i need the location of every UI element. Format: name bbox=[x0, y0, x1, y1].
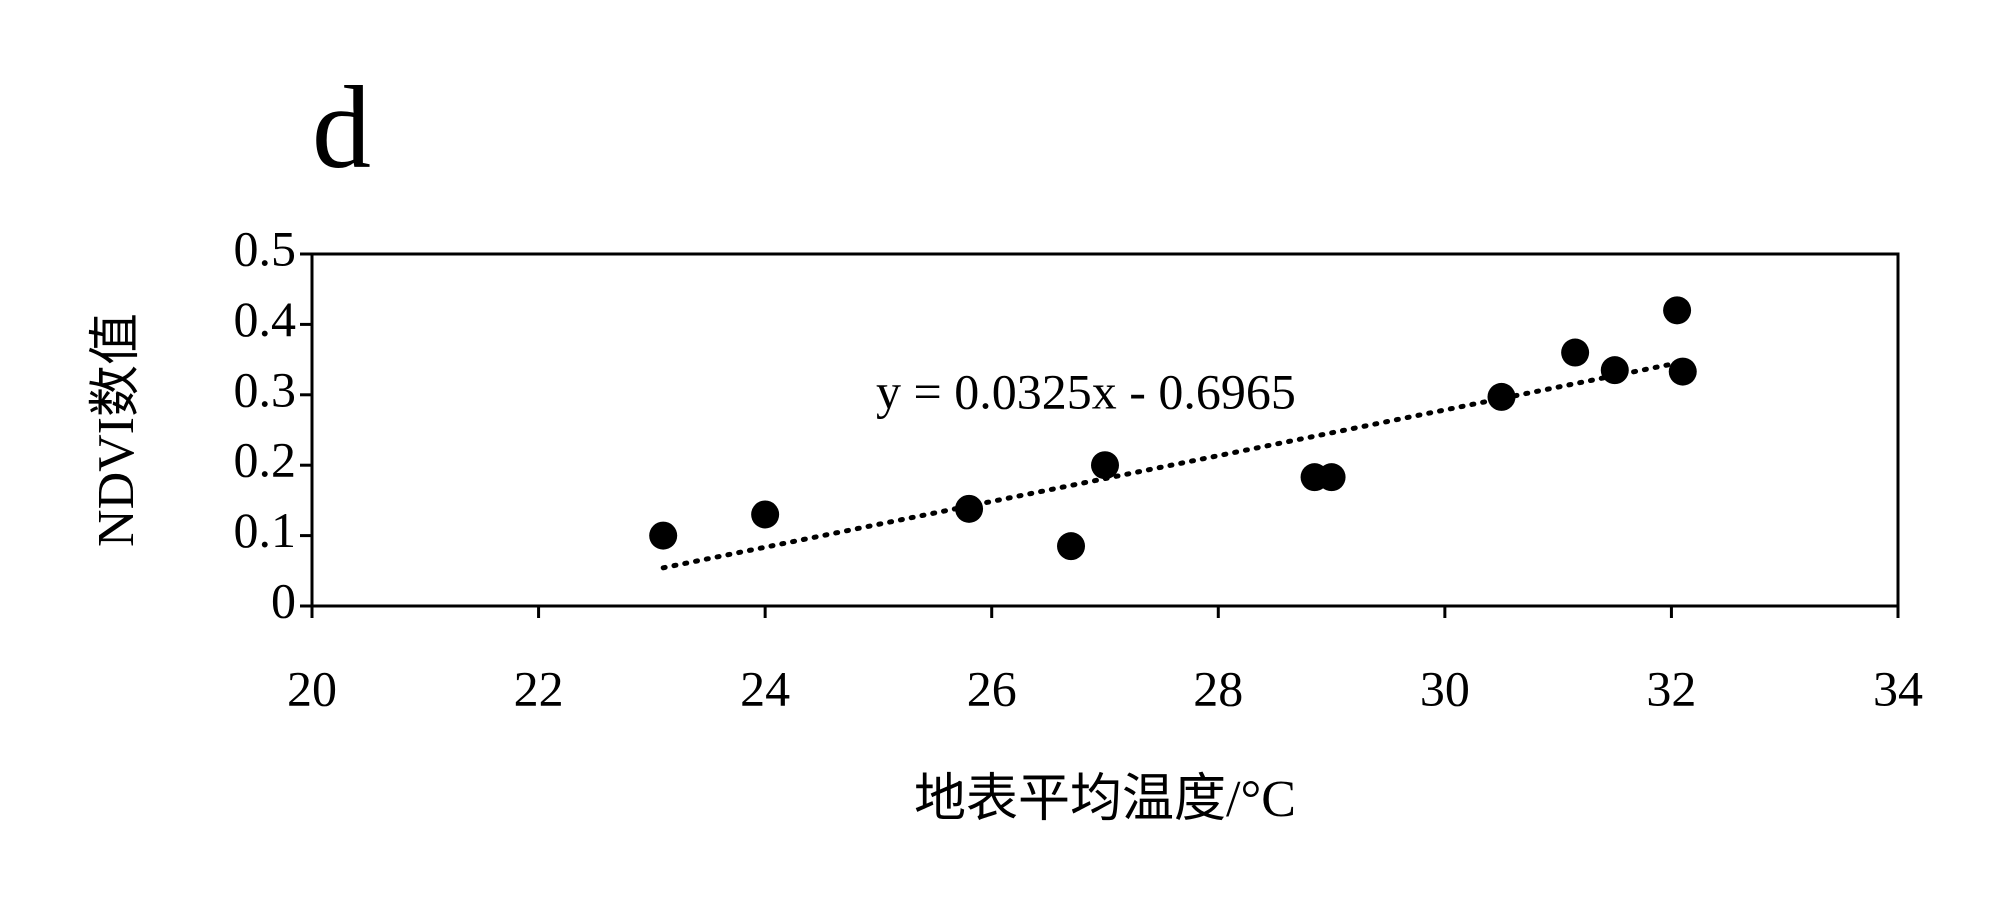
data-point bbox=[1317, 463, 1346, 492]
x-axis-label: 地表平均温度/°C bbox=[914, 771, 1296, 828]
trendline-label: y = 0.0325x - 0.6965 bbox=[876, 363, 1296, 419]
x-tick-label: 32 bbox=[1646, 660, 1696, 716]
data-point bbox=[649, 521, 678, 550]
x-tick-label: 30 bbox=[1420, 660, 1470, 716]
x-tick-label: 22 bbox=[514, 660, 564, 716]
data-point bbox=[955, 494, 984, 523]
y-tick-label: 0.4 bbox=[234, 291, 297, 347]
y-tick-label: 0 bbox=[271, 572, 296, 628]
data-point bbox=[1057, 532, 1086, 561]
data-point bbox=[1663, 296, 1692, 325]
data-point bbox=[1487, 382, 1516, 411]
data-point bbox=[1561, 338, 1590, 367]
x-tick-label: 20 bbox=[287, 660, 337, 716]
x-tick-label: 34 bbox=[1873, 660, 1923, 716]
x-tick-label: 24 bbox=[740, 660, 790, 716]
y-tick-label: 0.1 bbox=[234, 502, 297, 558]
data-point bbox=[751, 500, 780, 529]
panel-label: d bbox=[312, 62, 371, 193]
data-point bbox=[1091, 451, 1119, 480]
plot-frame bbox=[310, 252, 1900, 608]
data-point bbox=[1668, 357, 1697, 386]
x-tick-label: 28 bbox=[1193, 660, 1243, 716]
y-tick-label: 0.5 bbox=[234, 220, 297, 276]
y-axis-label: NDVI数值 bbox=[88, 313, 145, 547]
y-tick-label: 0.2 bbox=[234, 432, 297, 488]
x-tick-label: 26 bbox=[967, 660, 1017, 716]
y-tick-label: 0.3 bbox=[234, 361, 297, 417]
data-point bbox=[1600, 356, 1629, 385]
